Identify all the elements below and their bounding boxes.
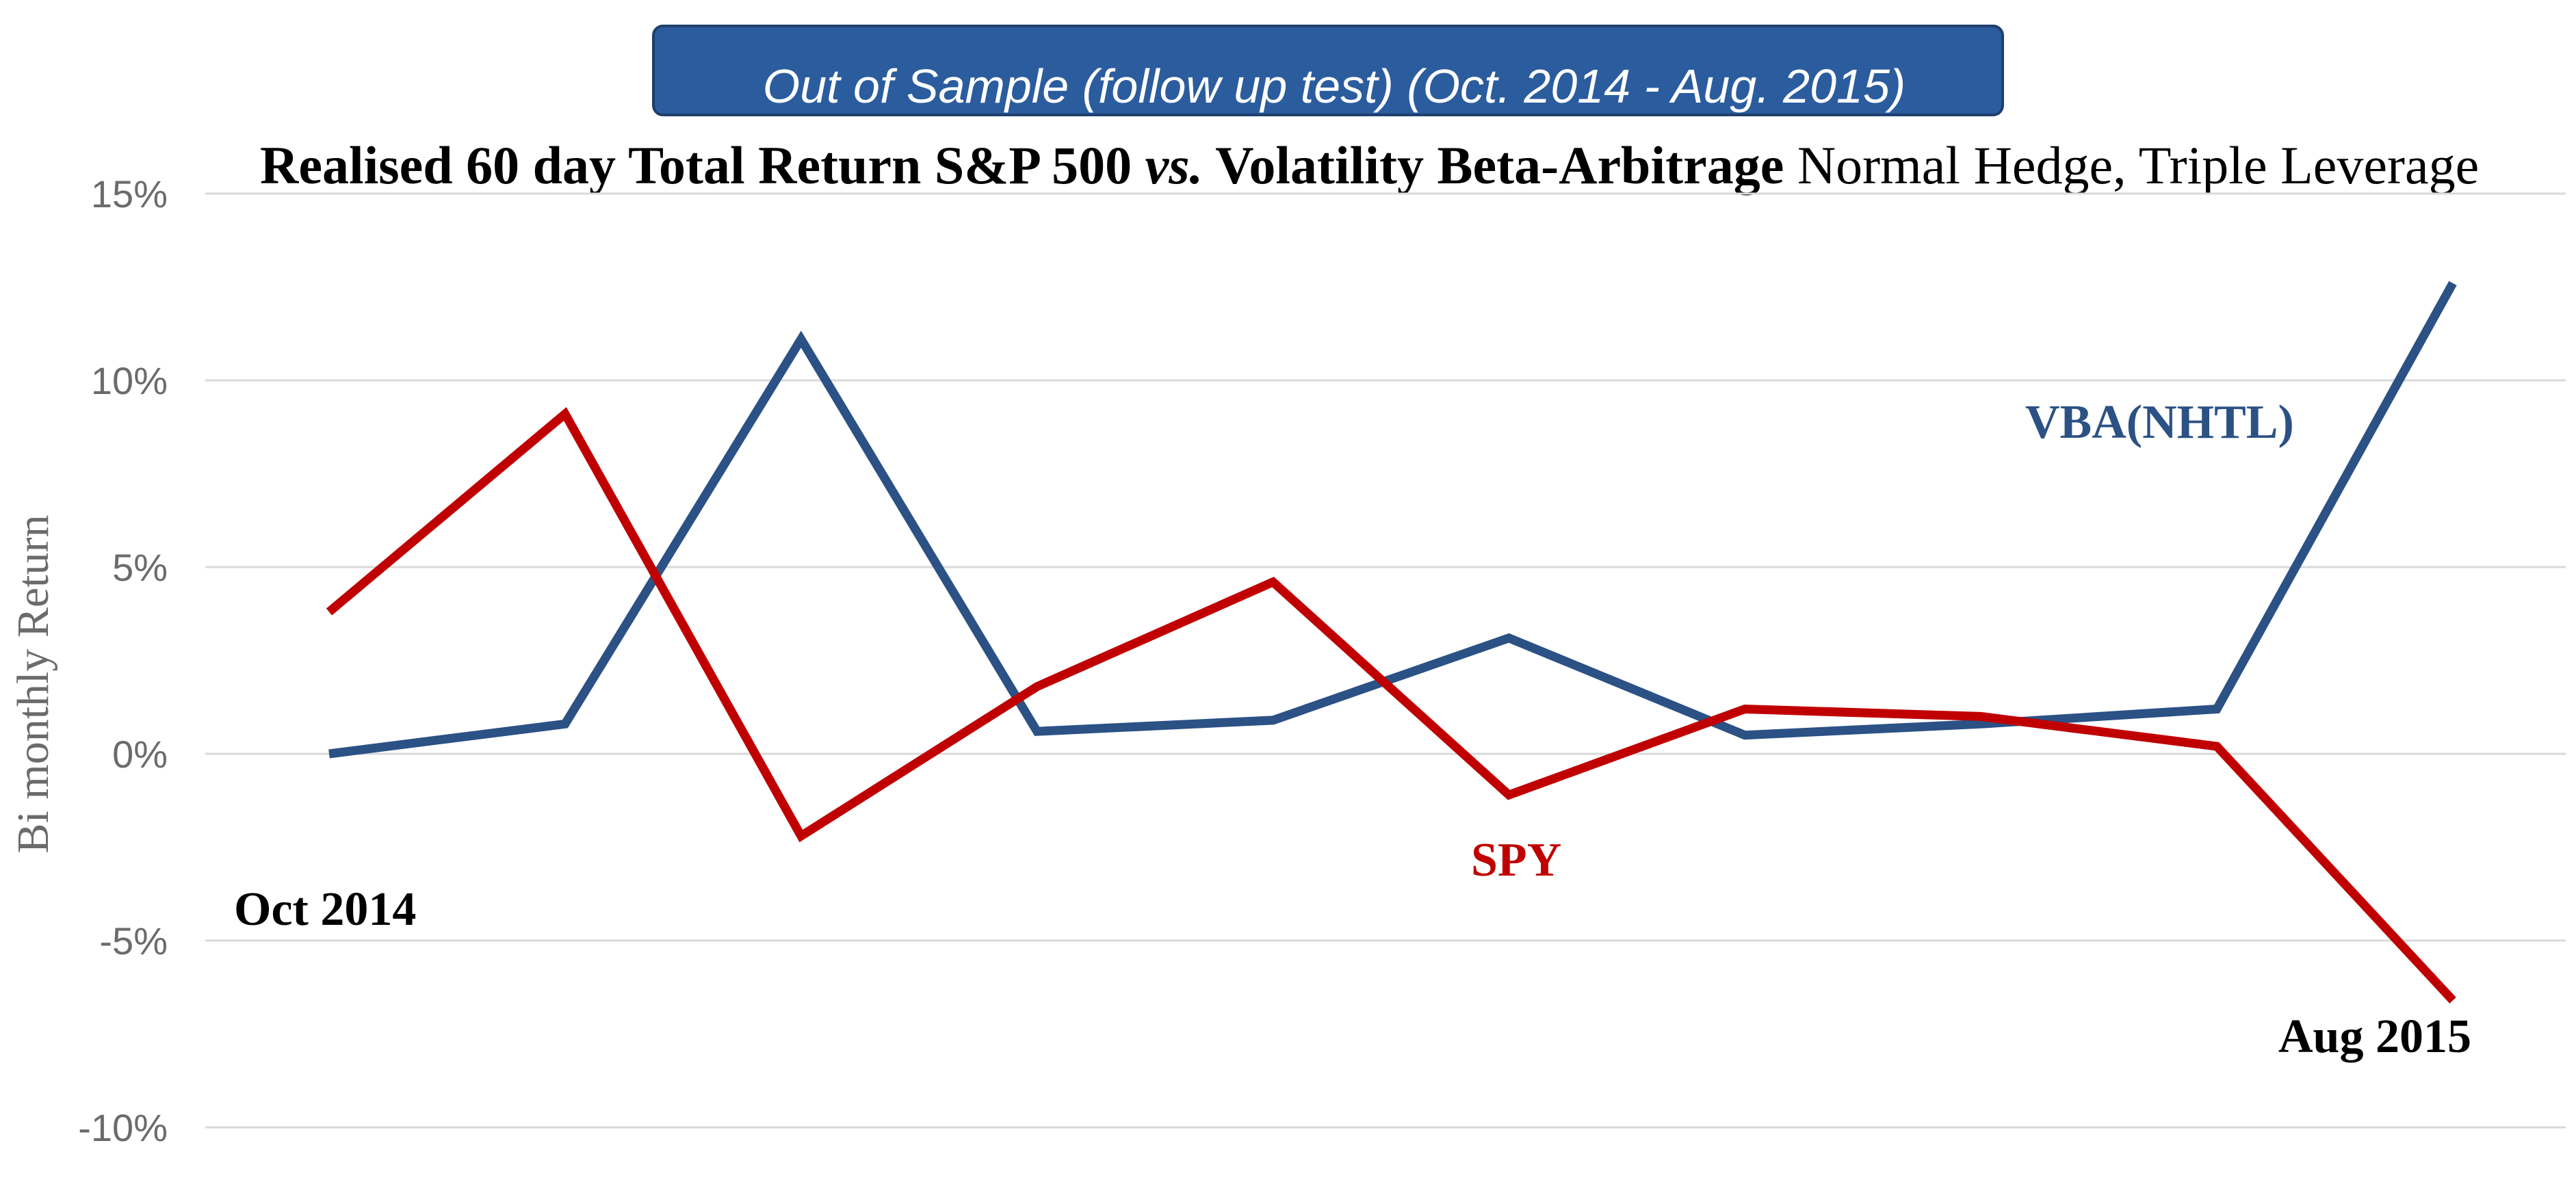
title-banner: Out of Sample (follow up test) (Oct. 201… — [652, 25, 2004, 116]
series-line-spy — [326, 407, 2456, 1004]
series-lines — [326, 280, 2457, 1004]
banner-background — [652, 25, 2004, 116]
annotation-end: Aug 2015 — [2278, 1010, 2471, 1063]
title-normal-part: Normal Hedge, Triple Leverage — [1784, 135, 2479, 195]
y-tick-label: 10% — [91, 359, 168, 402]
y-tick-label: -10% — [78, 1106, 168, 1149]
gridlines — [205, 192, 2566, 1129]
title-bold-part: Realised 60 day Total Return S&P 500 — [260, 135, 1145, 195]
y-tick-label: 5% — [112, 546, 168, 589]
y-tick-label: -5% — [99, 919, 168, 962]
y-tick-label: 15% — [91, 172, 168, 215]
annotation-start: Oct 2014 — [234, 883, 416, 936]
title-vs: vs. — [1145, 135, 1203, 195]
y-axis-ticks: 15% 10% 5% 0% -5% -10% — [78, 172, 168, 1149]
y-axis-label: Bi monthly Return — [8, 515, 58, 854]
annotation-spy: SPY — [1471, 834, 1561, 887]
title-bold-part2: Volatility Beta-Arbitrage — [1203, 135, 1784, 195]
series-line-vba — [328, 280, 2457, 759]
chart-title: Realised 60 day Total Return S&P 500 vs.… — [260, 135, 2479, 195]
banner-text: Out of Sample (follow up test) (Oct. 201… — [763, 60, 1905, 113]
annotation-vba: VBA(NHTL) — [2025, 396, 2294, 449]
y-tick-label: 0% — [112, 733, 168, 776]
